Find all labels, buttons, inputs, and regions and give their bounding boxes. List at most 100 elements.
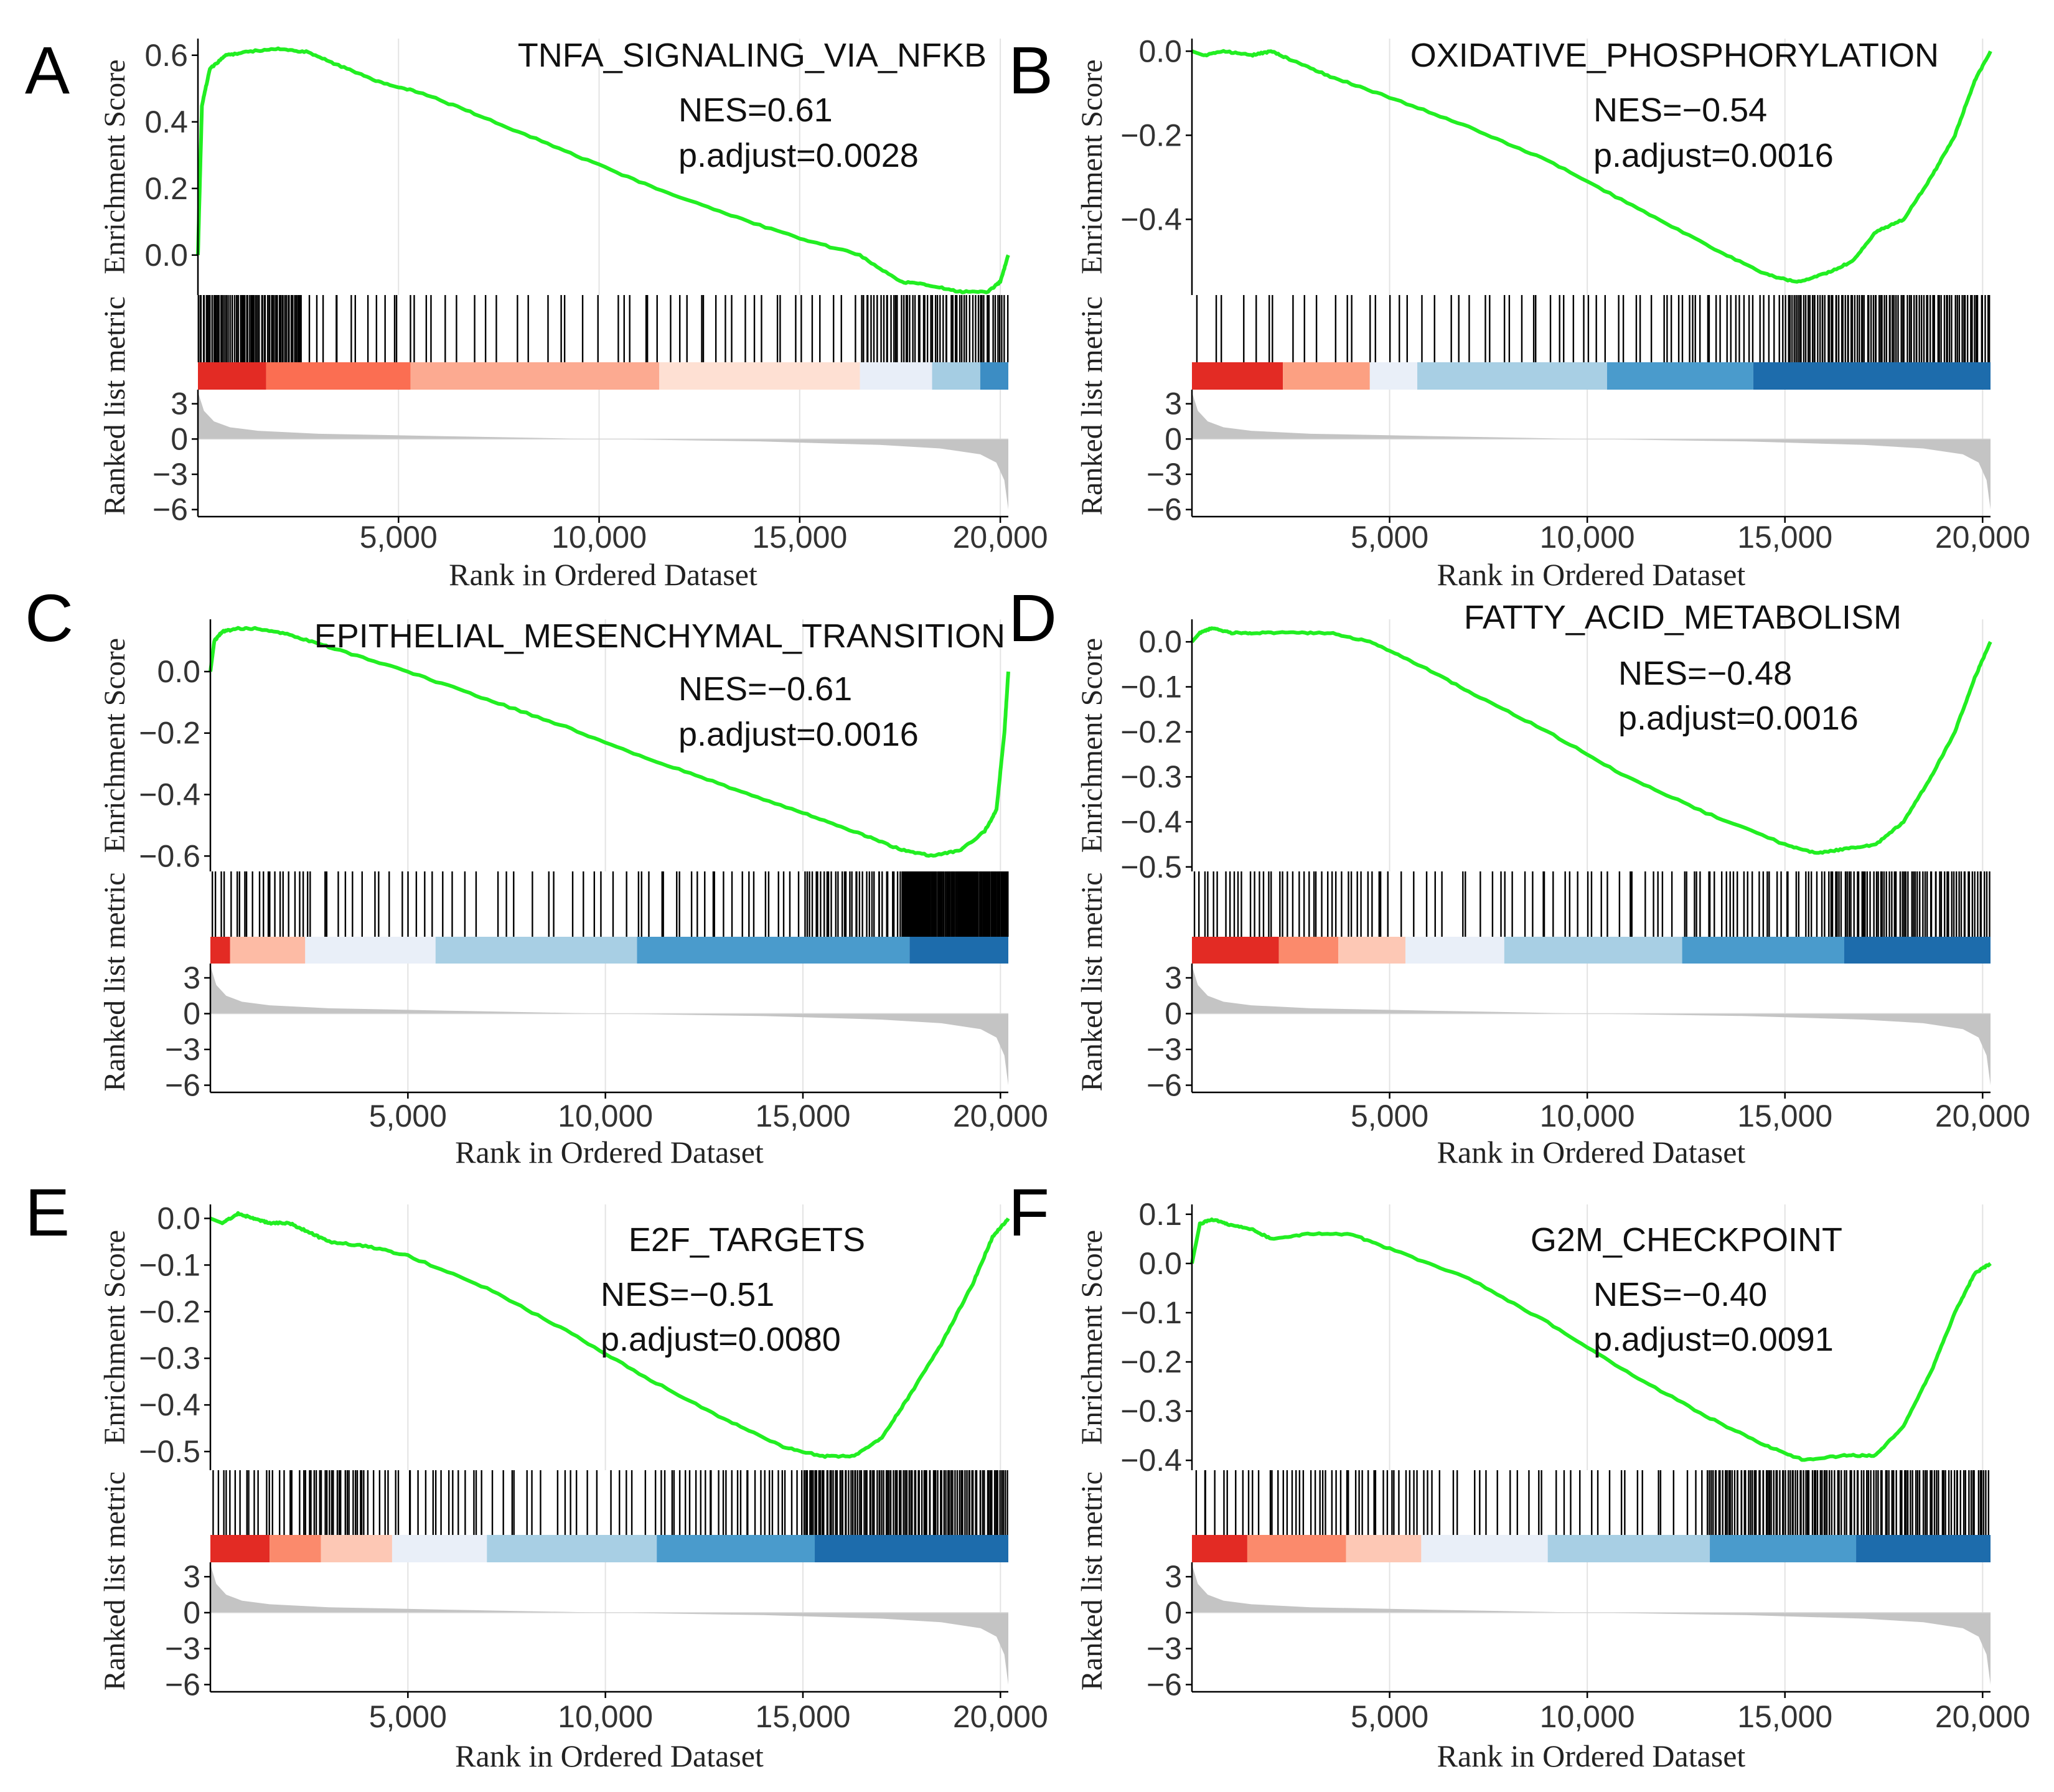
metric-y-tick-label: 3 (1165, 387, 1182, 421)
nes-label: NES=0.61 (678, 91, 833, 129)
metric-y-tick-label: 3 (183, 1559, 200, 1594)
panel-d: 0.0 −0.1 −0.2 −0.3 −0.4 −0.5 30−3−6 5,000 10,000… (1008, 580, 2030, 1170)
metric-y-tick-label: 3 (1165, 960, 1182, 995)
x-tick-label: 15,000 (1737, 1699, 1832, 1734)
panel-letter: A (25, 32, 70, 108)
metric-y-tick-label: −6 (165, 1068, 200, 1103)
rank-color-segment (1856, 1535, 1991, 1562)
x-tick-label: 5,000 (360, 520, 438, 555)
es-y-tick-label: −0.5 (139, 1434, 200, 1469)
metric-y-tick-label: −6 (152, 492, 188, 527)
rank-color-segment (266, 362, 411, 390)
rank-color-segment (1417, 362, 1607, 390)
padj-label: p.adjust=0.0016 (1593, 137, 1834, 174)
es-y-tick-label: −0.4 (1120, 804, 1182, 839)
enrichment-curve (209, 626, 1010, 858)
panel-a: 0.6 0.4 0.2 0.0 30−3−6 5,000 10,000 15,000 20,00… (25, 32, 1048, 592)
rank-color-segment (210, 1535, 270, 1562)
x-tick-label: 20,000 (953, 1099, 1048, 1133)
rank-color-segment (1682, 937, 1844, 964)
enrichment-curve (209, 1211, 1010, 1459)
es-y-tick-label: 0.6 (144, 38, 188, 73)
gene-set-title: OXIDATIVE_PHOSPHORYLATION (1410, 37, 1939, 74)
metric-y-tick-label: 0 (183, 997, 200, 1031)
x-tick-label: 15,000 (1737, 1099, 1832, 1133)
es-y-axis-label: Enrichment Score (98, 1230, 131, 1445)
padj-label: p.adjust=0.0080 (601, 1321, 841, 1358)
metric-y-tick-label: 0 (171, 421, 188, 456)
padj-label: p.adjust=0.0016 (1618, 700, 1859, 737)
padj-label: p.adjust=0.0091 (1593, 1321, 1834, 1358)
metric-y-tick-label: −3 (1147, 1032, 1182, 1067)
gene-set-title: E2F_TARGETS (629, 1221, 865, 1259)
es-y-tick-label: 0.0 (1138, 34, 1182, 68)
x-tick-label: 5,000 (1351, 1099, 1428, 1133)
panel-letter: C (25, 580, 73, 655)
x-tick-label: 20,000 (953, 520, 1048, 555)
es-y-tick-label: 0.1 (1138, 1197, 1182, 1232)
es-y-tick-label: −0.1 (1120, 669, 1182, 704)
x-tick-label: 20,000 (1935, 520, 2030, 555)
ranked-metric-area (210, 1564, 1008, 1685)
metric-y-axis-label: Ranked list metric (1076, 296, 1109, 515)
metric-y-tick-label: −6 (1147, 1068, 1182, 1103)
rank-color-segment (1753, 362, 1991, 390)
x-axis-label: Rank in Ordered Dataset (1437, 1738, 1746, 1773)
x-tick-label: 10,000 (551, 520, 647, 555)
gene-set-title: TNFA_SIGNALING_VIA_NFKB (518, 37, 987, 74)
metric-y-tick-label: −3 (165, 1631, 200, 1666)
x-tick-label: 15,000 (752, 520, 847, 555)
rank-color-segment (1504, 937, 1682, 964)
nes-label: NES=−0.40 (1593, 1276, 1767, 1313)
ranked-metric-area (198, 392, 1008, 510)
rank-color-segment (1338, 937, 1405, 964)
panel-e: 0.0 −0.1 −0.2 −0.3 −0.4 −0.5 30−3−6 5,000 10,000… (25, 1175, 1048, 1773)
metric-y-tick-label: −6 (165, 1667, 200, 1702)
rank-color-segment (1421, 1535, 1548, 1562)
rank-color-segment (230, 937, 306, 964)
metric-y-axis-label: Ranked list metric (1076, 1471, 1109, 1691)
x-tick-label: 10,000 (1540, 520, 1635, 555)
es-y-tick-label: −0.3 (1120, 1394, 1182, 1428)
rank-color-segment (435, 937, 637, 964)
rank-color-segment (1346, 1535, 1422, 1562)
metric-y-tick-label: 0 (183, 1595, 200, 1630)
rank-color-segment (1844, 937, 1991, 964)
es-y-tick-label: −0.2 (139, 716, 200, 751)
x-axis-label: Rank in Ordered Dataset (449, 557, 757, 592)
rank-color-segment (210, 937, 230, 964)
es-y-tick-label: −0.2 (1120, 715, 1182, 749)
x-tick-label: 20,000 (1935, 1099, 2030, 1133)
rank-color-segment (410, 362, 660, 390)
enrichment-curve (1190, 1217, 1992, 1462)
enrichment-curve (1191, 49, 1992, 284)
es-y-tick-label: −0.2 (139, 1294, 200, 1329)
x-axis-label: Rank in Ordered Dataset (455, 1738, 764, 1773)
x-tick-label: 5,000 (1351, 520, 1428, 555)
es-y-axis-label: Enrichment Score (98, 59, 131, 274)
metric-y-axis-label: Ranked list metric (1076, 873, 1109, 1092)
es-y-axis-label: Enrichment Score (98, 638, 131, 853)
rank-color-segment (1247, 1535, 1346, 1562)
rank-color-segment (1278, 937, 1339, 964)
metric-y-tick-label: 0 (1165, 1595, 1182, 1630)
metric-y-tick-label: −3 (1147, 457, 1182, 492)
es-y-tick-label: −0.1 (139, 1247, 200, 1282)
es-y-tick-label: 0.0 (144, 238, 188, 273)
gene-set-title: G2M_CHECKPOINT (1531, 1221, 1842, 1259)
gene-set-title: FATTY_ACID_METABOLISM (1464, 599, 1902, 636)
enrichment-curve (196, 46, 1010, 294)
es-y-tick-label: −0.4 (1120, 202, 1182, 237)
panel-letter: B (1008, 32, 1053, 108)
rank-color-segment (1283, 362, 1370, 390)
es-y-tick-label: −0.2 (1120, 118, 1182, 152)
es-y-tick-label: −0.4 (139, 1387, 200, 1422)
padj-label: p.adjust=0.0016 (678, 716, 919, 753)
rank-color-segment (1192, 362, 1283, 390)
metric-y-tick-label: −3 (152, 457, 188, 492)
x-tick-label: 10,000 (1540, 1099, 1635, 1133)
metric-y-tick-label: 3 (171, 387, 188, 421)
panel-f: 0.1 0.0 −0.1 −0.2 −0.3 −0.4 30−3−6 5,000 10,000 1… (1008, 1175, 2030, 1773)
rank-color-segment (815, 1535, 1008, 1562)
